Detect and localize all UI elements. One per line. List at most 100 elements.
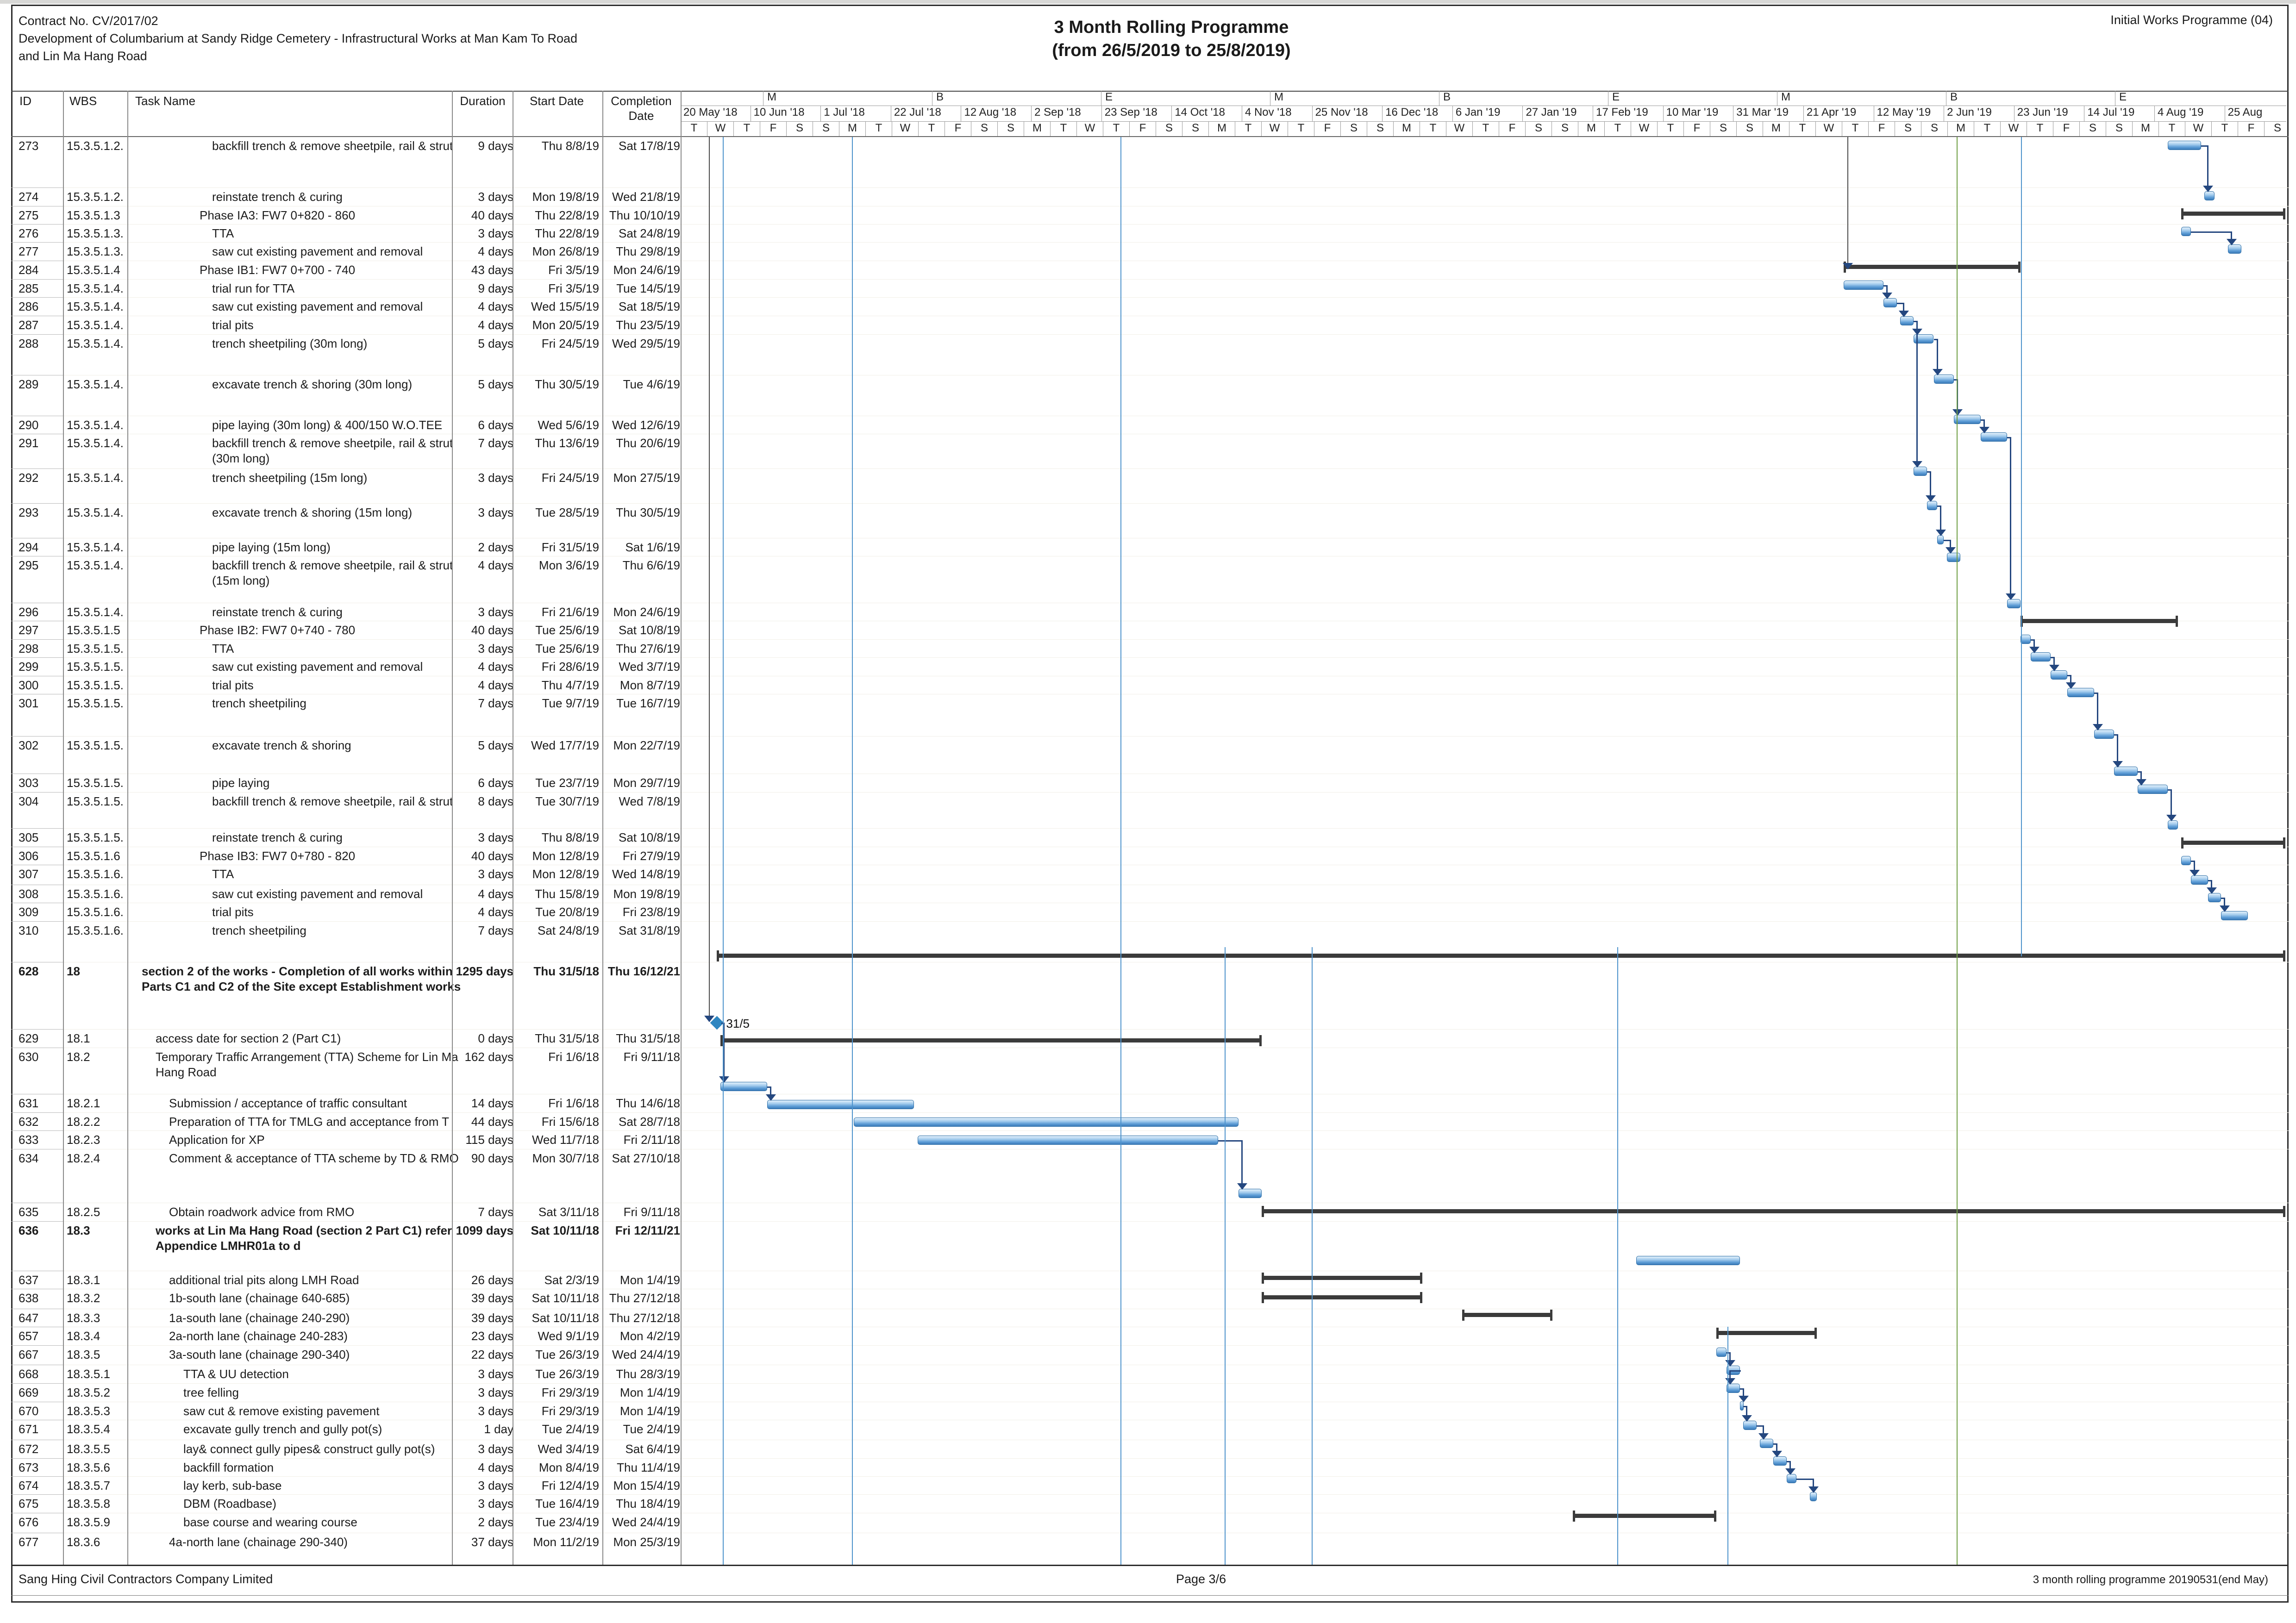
row-id-box <box>11 922 63 962</box>
row-id: 289 <box>19 377 39 391</box>
timescale-day-letter: S <box>1367 122 1393 137</box>
row-start-date: Thu 15/8/19 <box>535 887 599 901</box>
row-completion-date: Mon 8/7/19 <box>619 678 680 692</box>
gantt-task-bar <box>1937 535 1944 544</box>
summary-end-tick <box>1714 1511 1717 1522</box>
project-title-line1: Development of Columbarium at Sandy Ridg… <box>19 31 578 45</box>
table-row: 292 15.3.5.1.4. trench sheetpiling (15m lo… <box>11 469 2289 504</box>
link-line <box>1729 1370 1741 1372</box>
row-duration: 3 days <box>478 226 513 240</box>
row-task-name: saw cut existing pavement and removal <box>212 660 423 674</box>
row-start-date: Mon 30/7/18 <box>532 1151 599 1165</box>
gantt-task-bar <box>1953 415 1981 424</box>
timescale-day-letter: T <box>1103 122 1129 137</box>
gantt-task-bar <box>1773 1456 1787 1466</box>
row-completion-date: Wed 3/7/19 <box>619 660 680 674</box>
row-completion-date: Thu 18/4/19 <box>616 1497 680 1511</box>
link-line <box>723 1023 725 1077</box>
row-id-box <box>11 243 63 261</box>
timescale-tier1-cell <box>681 91 763 106</box>
timescale-date-label: 22 Jul '18 <box>890 106 961 121</box>
row-id-box <box>11 774 63 793</box>
row-wbs: 15.3.5.1.2. <box>67 139 124 153</box>
row-id: 672 <box>19 1442 39 1456</box>
timescale-day-letter: S <box>997 122 1024 137</box>
gantt-task-bar <box>1636 1256 1740 1265</box>
row-wbs: 18.3.5 <box>67 1348 100 1361</box>
timescale-tier2: 20 May '18 10 Jun '18 1 Jul '18 22 Jul '18 1… <box>681 106 2286 122</box>
row-id-box <box>11 469 63 504</box>
row-wbs: 18.2.2 <box>67 1115 100 1129</box>
row-completion-date: Mon 27/5/19 <box>613 471 680 485</box>
link-line <box>1813 1479 1814 1487</box>
row-id: 286 <box>19 300 39 313</box>
timescale-day-letter: S <box>786 122 813 137</box>
page-title: 3 Month Rolling Programme (from 26/5/201… <box>1052 18 1291 60</box>
link-line <box>2094 693 2098 694</box>
link-line <box>1789 1461 1791 1469</box>
row-id-box <box>11 434 63 469</box>
row-completion-date: Wed 29/5/19 <box>612 337 680 350</box>
row-duration: 6 days <box>478 418 513 432</box>
timescale-day-letter: F <box>1314 122 1340 137</box>
row-start-date: Fri 29/3/19 <box>541 1404 599 1418</box>
timescale-date-label: 17 Feb '19 <box>1593 106 1663 121</box>
timescale-day-letter: T <box>1604 122 1631 137</box>
row-id: 309 <box>19 905 39 919</box>
row-id: 676 <box>19 1515 39 1529</box>
table-row: 306 15.3.5.1.6 Phase IB3: FW7 0+780 - 820 4… <box>11 847 2289 865</box>
column-divider <box>681 91 682 1565</box>
row-id: 277 <box>19 244 39 258</box>
timescale-day-letter: W <box>892 122 918 137</box>
timescale-day-letter: F <box>1683 122 1710 137</box>
row-id: 668 <box>19 1367 39 1381</box>
link-arrowhead <box>2203 186 2214 192</box>
gantt-task-bar <box>2137 785 2168 794</box>
row-completion-date: Thu 28/3/19 <box>616 1367 680 1381</box>
table-row: 288 15.3.5.1.4. trench sheetpiling (30m lo… <box>11 335 2289 375</box>
row-completion-date: Tue 16/7/19 <box>616 696 680 710</box>
row-id: 293 <box>19 506 39 519</box>
row-completion-date: Mon 1/4/19 <box>619 1386 680 1399</box>
link-arrowhead <box>1741 1415 1752 1422</box>
row-task-name: Temporary Traffic Arrangement (TTA) Sche… <box>156 1050 458 1079</box>
row-id-box <box>11 885 63 903</box>
row-task-name: Phase IB2: FW7 0+740 - 780 <box>200 623 356 637</box>
table-row: 297 15.3.5.1.5 Phase IB2: FW7 0+740 - 780 4… <box>11 621 2289 640</box>
row-completion-date: Mon 4/2/19 <box>619 1329 680 1343</box>
row-completion-date: Wed 24/4/19 <box>612 1348 680 1361</box>
row-completion-date: Thu 6/6/19 <box>622 558 680 572</box>
gantt-summary-bar <box>1262 1276 1422 1280</box>
table-row: 308 15.3.5.1.6. saw cut existing pavement … <box>11 885 2289 903</box>
row-start-date: Tue 2/4/19 <box>542 1422 599 1436</box>
row-wbs: 18.3.6 <box>67 1535 100 1549</box>
table-row: 286 15.3.5.1.4. saw cut existing pavement … <box>11 298 2289 316</box>
timescale-tier1-cell: E <box>1101 91 1270 106</box>
timescale-date-label: 14 Oct '18 <box>1171 106 1242 121</box>
row-task-name: trench sheetpiling (30m long) <box>212 337 368 350</box>
gantt-task-bar <box>2191 875 2208 885</box>
row-id-box <box>11 1271 63 1289</box>
link-line <box>2140 771 2142 780</box>
link-line <box>1742 1388 1744 1397</box>
link-line <box>1983 419 1985 428</box>
row-id-box <box>11 676 63 694</box>
table-row: 299 15.3.5.1.5. saw cut existing pavement … <box>11 658 2289 676</box>
scan-edge <box>0 0 2296 4</box>
row-id: 301 <box>19 696 39 710</box>
row-id: 628 <box>19 964 39 978</box>
row-start-date: Thu 13/6/19 <box>535 436 599 450</box>
row-task-name: lay kerb, sub-base <box>183 1479 282 1492</box>
row-duration: 4 days <box>478 660 513 674</box>
link-line <box>1729 1370 1731 1379</box>
row-duration: 3 days <box>478 190 513 204</box>
row-id-box <box>11 793 63 829</box>
row-duration: 3 days <box>478 471 513 485</box>
link-line <box>1939 506 1941 531</box>
timescale-day-letter: M <box>1763 122 1789 137</box>
gantt-task-bar <box>2007 599 2021 608</box>
row-id: 304 <box>19 794 39 808</box>
timescale-day-letter: T <box>918 122 945 137</box>
row-id: 657 <box>19 1329 39 1343</box>
row-start-date: Sat 24/8/19 <box>538 924 599 937</box>
